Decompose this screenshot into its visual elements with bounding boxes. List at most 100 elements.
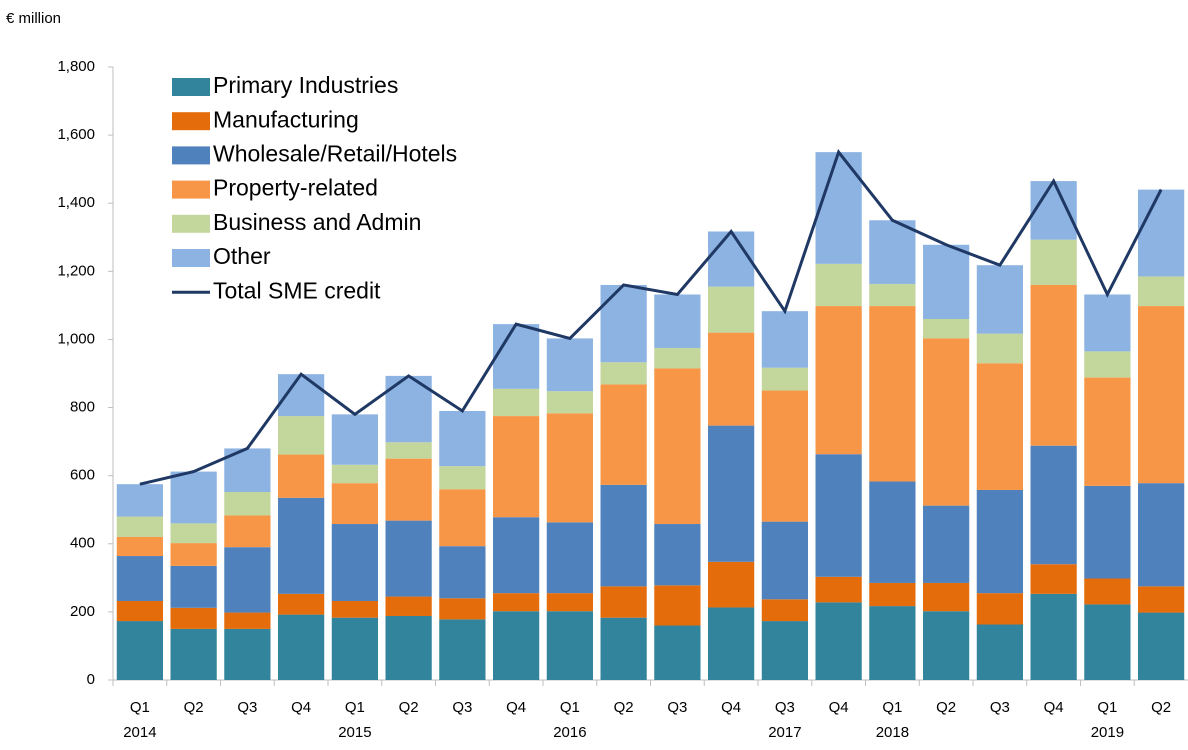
y-tick-label: 1,400 bbox=[57, 194, 95, 211]
bar-segment bbox=[385, 596, 432, 616]
bar-segment bbox=[1138, 483, 1185, 587]
bar-segment bbox=[1084, 578, 1131, 605]
bar-segment bbox=[976, 333, 1023, 364]
x-tick-label: Q1 bbox=[130, 699, 150, 716]
bar-segment bbox=[869, 582, 916, 607]
bar-segment bbox=[385, 615, 432, 680]
bar-segment bbox=[385, 458, 432, 521]
bar-segment bbox=[869, 481, 916, 583]
bar-segment bbox=[815, 306, 862, 455]
bar-segment bbox=[654, 294, 701, 348]
x-tick-label: Q4 bbox=[291, 699, 311, 716]
bar-segment bbox=[331, 464, 378, 484]
bar-segment bbox=[493, 416, 540, 518]
x-tick-label: Q3 bbox=[667, 699, 687, 716]
legend-label: Other bbox=[213, 243, 271, 269]
x-tick-label: Q3 bbox=[990, 699, 1010, 716]
bar-segment bbox=[546, 611, 593, 680]
bar-segment bbox=[869, 283, 916, 307]
bar-segment bbox=[278, 593, 325, 615]
bar-segment bbox=[600, 384, 647, 485]
bar-segment bbox=[1030, 593, 1077, 680]
bar-segment bbox=[869, 220, 916, 284]
x-year-label: 2018 bbox=[876, 724, 909, 741]
bar-segment bbox=[1138, 612, 1185, 680]
bar-segment bbox=[923, 319, 970, 339]
bar-segment bbox=[923, 244, 970, 320]
x-tick-label: Q2 bbox=[614, 699, 634, 716]
bar-segment bbox=[1084, 485, 1131, 579]
bar-segment bbox=[116, 536, 163, 557]
x-tick-label: Q3 bbox=[237, 699, 257, 716]
bar-segment bbox=[654, 347, 701, 369]
bar-segment bbox=[170, 565, 217, 608]
bar-segment bbox=[600, 617, 647, 680]
bar-segment bbox=[708, 607, 755, 680]
bar-segment bbox=[224, 612, 271, 629]
bar-segment bbox=[600, 362, 647, 385]
bar-segment bbox=[116, 516, 163, 537]
bar-segment bbox=[708, 231, 755, 287]
bar-segment bbox=[976, 265, 1023, 334]
bar-segment bbox=[761, 599, 808, 622]
y-tick-label: 600 bbox=[70, 467, 95, 484]
y-axis-label: € million bbox=[6, 10, 61, 27]
bar-segment bbox=[654, 368, 701, 525]
x-tick-label: Q1 bbox=[1097, 699, 1117, 716]
bar-segment bbox=[170, 543, 217, 566]
bar-segment bbox=[761, 621, 808, 680]
bar-segment bbox=[331, 600, 378, 618]
bar-segment bbox=[439, 489, 486, 547]
bar-segment bbox=[600, 284, 647, 363]
bar-segment bbox=[546, 593, 593, 612]
x-tick-label: Q2 bbox=[184, 699, 204, 716]
bar-segment bbox=[869, 306, 916, 482]
x-tick-label: Q1 bbox=[882, 699, 902, 716]
x-tick-label: Q2 bbox=[399, 699, 419, 716]
bar-segment bbox=[493, 593, 540, 612]
x-year-label: 2016 bbox=[553, 724, 586, 741]
bar-segment bbox=[116, 556, 163, 601]
y-tick-label: 400 bbox=[70, 535, 95, 552]
bar-segment bbox=[600, 586, 647, 618]
bar-segment bbox=[546, 391, 593, 414]
bar-segment bbox=[1084, 294, 1131, 352]
x-year-label: 2017 bbox=[768, 724, 801, 741]
bar-segment bbox=[439, 410, 486, 467]
y-tick-label: 200 bbox=[70, 603, 95, 620]
legend-swatch bbox=[172, 78, 210, 96]
bar-segment bbox=[654, 585, 701, 626]
bar-segment bbox=[1138, 306, 1185, 484]
bar-segment bbox=[224, 515, 271, 548]
bar-segment bbox=[1084, 604, 1131, 680]
bar-segment bbox=[331, 414, 378, 465]
bar-segment bbox=[224, 547, 271, 613]
legend-label: Wholesale/Retail/Hotels bbox=[213, 140, 457, 166]
bar-segment bbox=[600, 484, 647, 587]
bar-segment bbox=[1030, 181, 1077, 240]
bar-segment bbox=[546, 338, 593, 392]
bar-segment bbox=[493, 324, 540, 389]
bar-segment bbox=[1084, 351, 1131, 378]
bar-segment bbox=[923, 611, 970, 680]
bar-segment bbox=[923, 338, 970, 506]
bar-segment bbox=[815, 576, 862, 603]
x-tick-label: Q3 bbox=[452, 699, 472, 716]
y-tick-label: 1,600 bbox=[57, 126, 95, 143]
bar-segment bbox=[546, 522, 593, 594]
bar-segment bbox=[1138, 586, 1185, 613]
bar-segment bbox=[1030, 284, 1077, 446]
bar-segment bbox=[923, 582, 970, 612]
x-tick-label: Q4 bbox=[721, 699, 741, 716]
bar-segment bbox=[278, 497, 325, 594]
x-tick-label: Q3 bbox=[775, 699, 795, 716]
bar-segment bbox=[708, 286, 755, 333]
bar-segment bbox=[815, 602, 862, 680]
bar-segment bbox=[815, 263, 862, 307]
y-tick-label: 0 bbox=[87, 671, 95, 688]
bar-segment bbox=[278, 454, 325, 498]
bar-segment bbox=[439, 466, 486, 490]
bar-segment bbox=[116, 621, 163, 680]
bar-segment bbox=[976, 363, 1023, 490]
